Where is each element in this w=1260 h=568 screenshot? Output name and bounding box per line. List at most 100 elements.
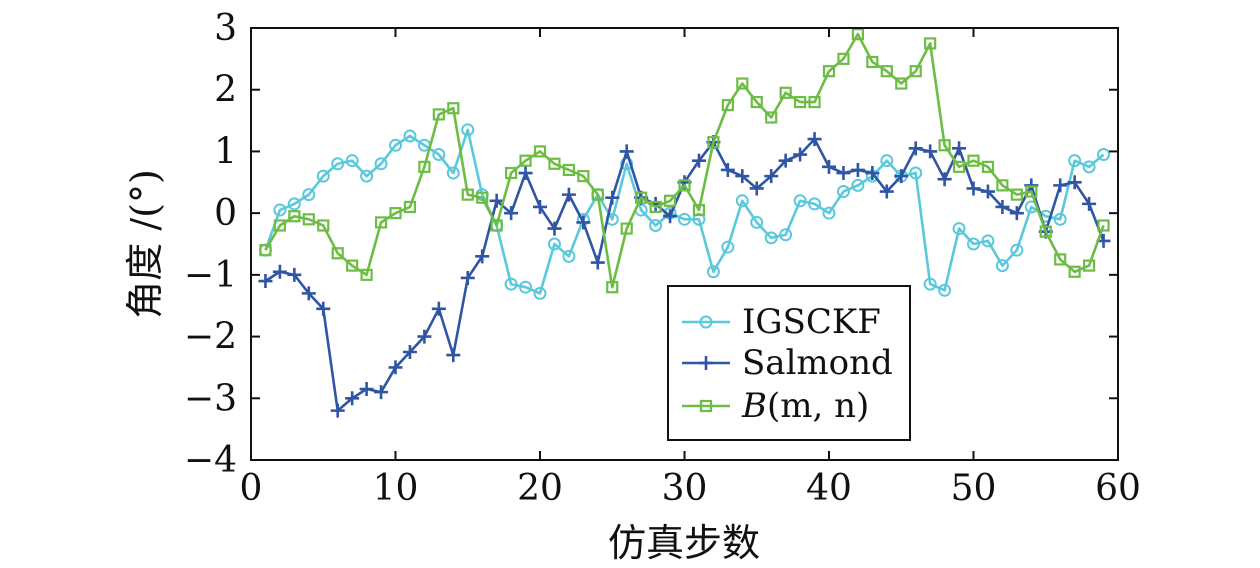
data-point-b-m-n bbox=[938, 139, 951, 152]
data-point-salmond bbox=[663, 209, 678, 224]
data-point-salmond bbox=[937, 172, 952, 187]
data-point-b-m-n bbox=[837, 52, 850, 65]
data-point-b-m-n bbox=[447, 102, 460, 115]
data-point-igsckf bbox=[750, 215, 764, 229]
data-point-igsckf bbox=[562, 249, 576, 263]
data-point-b-m-n bbox=[432, 108, 445, 121]
series-igsckf bbox=[258, 123, 1111, 300]
data-point-b-m-n bbox=[822, 65, 836, 78]
x-axis-label: 仿真步数 bbox=[608, 521, 760, 565]
data-point-b-m-n bbox=[678, 179, 691, 192]
data-point-salmond bbox=[359, 382, 374, 397]
legend-label-bmn-args: (m, n) bbox=[767, 386, 869, 426]
data-point-igsckf bbox=[331, 157, 345, 171]
data-point-salmond bbox=[735, 169, 750, 184]
x-tick-label: 60 bbox=[1095, 468, 1141, 509]
data-point-igsckf bbox=[287, 197, 301, 211]
data-point-b-m-n bbox=[302, 213, 315, 226]
data-point-salmond bbox=[778, 153, 793, 168]
data-point-salmond bbox=[431, 301, 446, 316]
data-point-b-m-n bbox=[649, 200, 662, 214]
data-point-igsckf bbox=[504, 277, 518, 291]
data-point-b-m-n bbox=[880, 65, 893, 78]
data-point-b-m-n bbox=[779, 86, 792, 99]
data-point-igsckf bbox=[952, 222, 966, 236]
data-point-igsckf bbox=[735, 194, 749, 208]
data-point-b-m-n bbox=[663, 194, 677, 207]
y-tick-label: −4 bbox=[184, 440, 237, 481]
data-point-igsckf bbox=[547, 237, 561, 251]
legend: IGSCKF Salmond B(m, n) bbox=[667, 285, 911, 441]
data-point-salmond bbox=[822, 159, 836, 174]
data-point-igsckf bbox=[706, 265, 720, 279]
data-point-igsckf bbox=[273, 203, 287, 217]
y-tick-label: 2 bbox=[214, 70, 237, 111]
data-point-salmond bbox=[1053, 178, 1068, 193]
data-point-b-m-n bbox=[952, 160, 966, 173]
legend-label-igsckf: IGSCKF bbox=[742, 302, 881, 342]
data-point-salmond bbox=[561, 187, 576, 202]
data-point-igsckf bbox=[1053, 212, 1067, 226]
data-point-salmond bbox=[764, 169, 779, 184]
data-point-salmond bbox=[908, 141, 923, 156]
data-point-salmond bbox=[691, 153, 706, 168]
data-point-b-m-n bbox=[1039, 225, 1052, 238]
data-point-igsckf bbox=[1082, 160, 1096, 174]
data-point-b-m-n bbox=[1010, 188, 1023, 201]
data-point-salmond bbox=[923, 144, 938, 159]
data-point-igsckf bbox=[345, 154, 359, 168]
y-tick-label: −1 bbox=[184, 255, 237, 296]
data-point-salmond bbox=[301, 286, 316, 301]
data-point-b-m-n bbox=[765, 111, 778, 124]
y-tick-label: 3 bbox=[214, 8, 237, 49]
data-point-salmond bbox=[518, 166, 533, 181]
data-point-salmond bbox=[475, 249, 490, 264]
data-point-salmond bbox=[720, 162, 735, 177]
data-point-salmond bbox=[980, 184, 995, 199]
data-point-b-m-n bbox=[591, 188, 604, 201]
data-point-salmond bbox=[966, 181, 981, 196]
data-point-salmond bbox=[316, 301, 331, 316]
data-point-b-m-n bbox=[793, 95, 807, 109]
data-point-salmond bbox=[374, 385, 389, 400]
data-point-salmond bbox=[489, 193, 504, 208]
data-point-salmond bbox=[533, 199, 547, 214]
data-point-b-m-n bbox=[606, 281, 619, 294]
data-point-salmond bbox=[504, 206, 519, 221]
data-point-salmond bbox=[619, 144, 634, 159]
data-point-salmond bbox=[590, 255, 605, 270]
series-b-m-n bbox=[259, 28, 1110, 294]
data-point-b-m-n bbox=[519, 154, 532, 167]
data-point-b-m-n bbox=[490, 219, 503, 232]
data-point-igsckf bbox=[316, 169, 330, 183]
legend-label-bmn-main: B bbox=[741, 386, 767, 426]
data-point-b-m-n bbox=[577, 170, 590, 183]
data-point-salmond bbox=[836, 166, 851, 181]
data-point-b-m-n bbox=[548, 157, 561, 170]
data-point-igsckf bbox=[649, 218, 663, 232]
legend-key-2 bbox=[682, 399, 730, 413]
data-point-salmond bbox=[879, 184, 894, 199]
x-tick-label: 40 bbox=[806, 468, 852, 509]
data-point-salmond bbox=[272, 264, 287, 279]
data-point-igsckf bbox=[302, 188, 316, 202]
data-point-igsckf bbox=[374, 157, 388, 171]
data-point-igsckf bbox=[446, 166, 460, 180]
x-tick-label: 20 bbox=[517, 468, 563, 509]
data-point-b-m-n bbox=[360, 268, 373, 281]
x-tick-label: 50 bbox=[951, 468, 997, 509]
data-point-salmond bbox=[576, 215, 591, 230]
data-point-igsckf bbox=[851, 178, 865, 192]
data-point-igsckf bbox=[403, 129, 417, 143]
data-point-igsckf bbox=[923, 277, 937, 291]
data-point-salmond bbox=[446, 348, 461, 363]
data-point-salmond bbox=[345, 391, 360, 406]
data-point-b-m-n bbox=[288, 210, 301, 223]
data-point-b-m-n bbox=[692, 203, 706, 217]
data-point-b-m-n bbox=[403, 200, 417, 214]
data-point-salmond bbox=[850, 162, 865, 177]
data-point-b-m-n bbox=[461, 188, 474, 201]
x-tick-label: 10 bbox=[373, 468, 419, 509]
data-point-igsckf bbox=[519, 280, 533, 294]
